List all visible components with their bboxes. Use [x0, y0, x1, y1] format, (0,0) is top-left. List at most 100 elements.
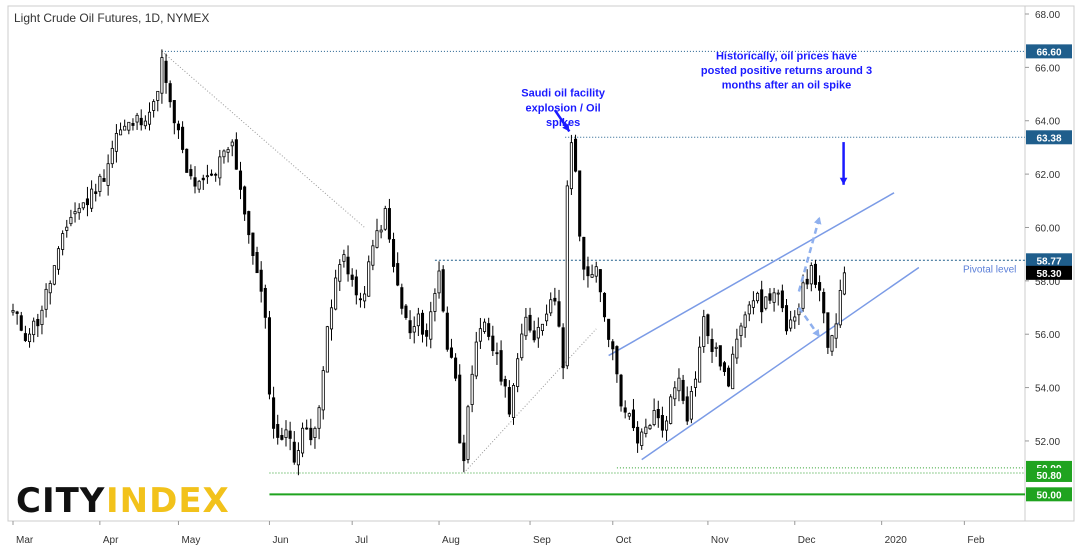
- candle-body: [511, 385, 516, 418]
- candle-body: [284, 429, 288, 438]
- candle-body: [739, 325, 743, 336]
- candle-body: [789, 319, 793, 329]
- candle-body: [52, 265, 56, 285]
- candle-body: [454, 357, 458, 379]
- candle-body: [420, 312, 425, 335]
- candle-body: [727, 367, 731, 387]
- candle-body: [363, 293, 367, 302]
- candle-body: [499, 350, 503, 382]
- candle-body: [553, 297, 557, 302]
- candle-body: [234, 139, 238, 170]
- candle-body: [218, 156, 222, 179]
- arrow-up-dashed-head: [814, 216, 822, 225]
- candle-body: [230, 141, 234, 147]
- candle-body: [147, 111, 152, 125]
- candle-body: [722, 362, 726, 372]
- arrow-channel-head: [839, 177, 848, 185]
- x-tick-label: Aug: [442, 535, 460, 546]
- price-label-box: [1026, 265, 1072, 280]
- candle-body: [396, 263, 400, 286]
- candle-body: [19, 315, 23, 331]
- candle-body: [201, 177, 205, 181]
- candle-body: [23, 333, 27, 341]
- x-tick-label: Jul: [355, 535, 368, 546]
- annotation-text: spikes: [546, 117, 580, 129]
- candle-body: [210, 173, 214, 176]
- candle-body: [181, 126, 185, 150]
- candle-body: [131, 123, 135, 126]
- candle-body: [164, 60, 168, 83]
- logo-city-text: CITY: [16, 481, 105, 521]
- candle-body: [607, 318, 611, 340]
- candle-body: [458, 374, 462, 444]
- price-label-box: [1026, 253, 1072, 268]
- candle-body: [387, 208, 391, 240]
- y-tick-label: 54.00: [1035, 384, 1060, 395]
- candle-body: [640, 431, 644, 446]
- price-label-box: [1026, 130, 1072, 145]
- candle-body: [818, 282, 822, 291]
- trend-line: [608, 192, 895, 357]
- candle-body: [309, 427, 313, 441]
- candle-body: [94, 191, 98, 194]
- annotations-layer: Saudi oil facility explosion / Oil spikes H…: [521, 50, 872, 129]
- candle-body: [809, 265, 813, 285]
- annotation-text: months after an oil spike: [722, 80, 852, 92]
- candle-body: [110, 147, 114, 165]
- candle-body: [693, 378, 698, 388]
- candle-body: [243, 186, 247, 215]
- y-tick-label: 58.00: [1035, 277, 1060, 288]
- candle-body: [313, 427, 317, 438]
- annotation-text: explosion / Oil: [526, 102, 601, 114]
- candle-body: [747, 304, 751, 315]
- candle-body: [445, 312, 449, 350]
- arrow-down-dashed-head: [812, 328, 820, 337]
- candle-body: [317, 407, 321, 429]
- candle-body: [189, 169, 193, 177]
- trend-lines-layer: Pivotal level: [161, 50, 1016, 474]
- candle-body: [11, 310, 15, 313]
- candle-body: [714, 346, 718, 349]
- x-tick-label: Feb: [967, 535, 985, 546]
- candle-body: [288, 430, 292, 439]
- candle-body: [528, 314, 532, 331]
- candle-body: [656, 409, 660, 419]
- candle-body: [549, 299, 553, 314]
- candle-body: [267, 317, 271, 395]
- candle-body: [449, 347, 453, 358]
- candle-body: [408, 320, 412, 334]
- candle-body: [81, 202, 85, 209]
- candle-body: [507, 387, 511, 415]
- candle-body: [764, 296, 768, 309]
- x-tick-label: Apr: [103, 535, 119, 546]
- candle-body: [830, 335, 834, 352]
- y-tick-label: 66.00: [1035, 63, 1060, 74]
- candle-body: [698, 346, 702, 383]
- candle-body: [491, 335, 495, 352]
- candle-body: [371, 245, 375, 266]
- candle-body: [85, 198, 89, 206]
- candle-body: [478, 328, 482, 342]
- candle-body: [735, 338, 739, 359]
- candle-body: [545, 313, 549, 322]
- candle-body: [822, 291, 826, 314]
- candle-body: [404, 305, 408, 318]
- candle-body: [40, 309, 44, 325]
- candle-body: [760, 289, 764, 313]
- candle-body: [516, 358, 520, 387]
- candle-body: [358, 298, 362, 301]
- candle-body: [627, 413, 631, 417]
- candle-body: [296, 450, 300, 466]
- x-tick-label: Nov: [711, 535, 729, 546]
- candle-body: [602, 292, 607, 318]
- x-tick-label: Jun: [272, 535, 288, 546]
- candle-body: [619, 374, 623, 407]
- annotation-text: Historically, oil prices have: [716, 50, 857, 62]
- price-label-text: 66.60: [1036, 47, 1061, 58]
- candle-body: [176, 123, 180, 131]
- candle-body: [813, 263, 817, 285]
- candle-body: [375, 230, 379, 248]
- candle-body: [441, 269, 445, 312]
- candle-body: [669, 396, 673, 424]
